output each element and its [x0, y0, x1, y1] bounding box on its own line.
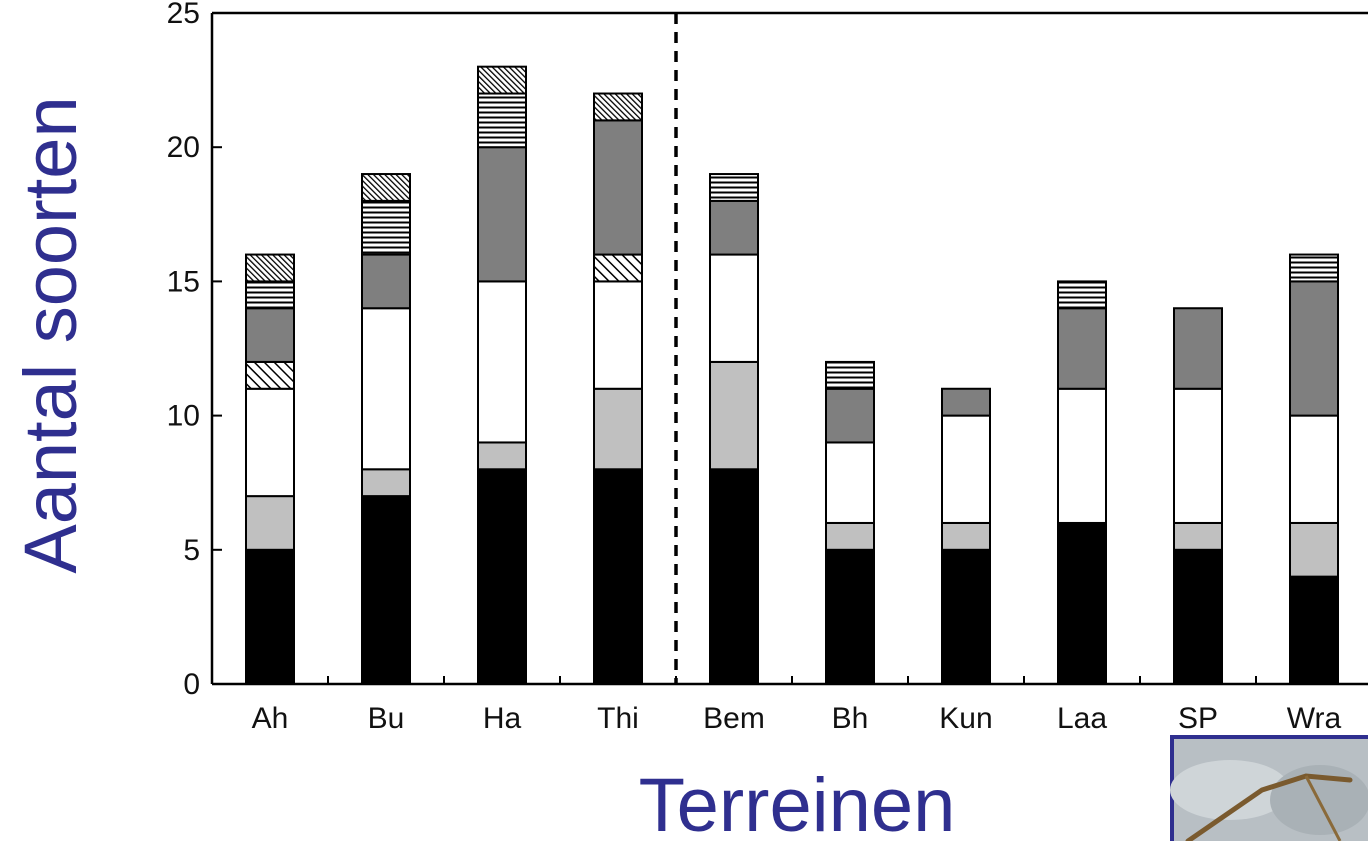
y-tick-label: 25 — [167, 0, 200, 30]
bar-segment — [1289, 280, 1339, 417]
bar-segment — [245, 495, 295, 551]
bar-segment — [477, 65, 527, 95]
bar-segment — [825, 441, 875, 524]
bar-segment — [361, 495, 411, 685]
x-tick-label: Bu — [368, 702, 405, 735]
bar-segment — [709, 468, 759, 685]
y-axis-tick-labels: 0 5 10 15 20 25 — [167, 0, 200, 701]
bar-segment — [361, 253, 411, 310]
y-tick-label: 15 — [167, 265, 200, 298]
bar-segment — [1173, 307, 1223, 390]
bar-segment — [825, 387, 875, 444]
bar-segment — [245, 307, 295, 363]
bar-segment — [709, 173, 759, 202]
y-axis-title: Aantal soorten — [9, 96, 92, 573]
bar-segment — [825, 548, 875, 685]
x-tick-label: Ah — [252, 702, 289, 735]
bar-segment — [477, 92, 527, 149]
bar-segment — [1289, 575, 1339, 686]
bar-segment — [477, 441, 527, 471]
bar-segment — [245, 360, 295, 390]
bar-segment — [361, 307, 411, 471]
bar-segment — [941, 548, 991, 685]
y-tick-label: 10 — [167, 400, 200, 433]
bar-segment — [941, 414, 991, 524]
bar-segment — [1173, 521, 1223, 551]
bar-segment — [1289, 521, 1339, 578]
x-tick-label: Bem — [703, 702, 765, 735]
insect-photo-thumbnail — [1170, 735, 1368, 841]
bar-segment — [245, 387, 295, 498]
bar-segment — [709, 360, 759, 471]
y-tick-label: 0 — [183, 668, 200, 701]
bar-segment — [941, 387, 991, 417]
bars — [245, 65, 1339, 686]
x-axis-tick-labels: Ah Bu Ha Thi Bem Bh Kun Laa SP Wra — [252, 702, 1342, 735]
bar-segment — [825, 360, 875, 390]
bar-segment — [1289, 253, 1339, 283]
bar-segment — [593, 92, 643, 122]
plot-frame — [210, 11, 1368, 686]
bar-segment — [1057, 307, 1107, 390]
bar-segment — [477, 468, 527, 685]
bar-segment — [477, 280, 527, 444]
x-tick-label: SP — [1178, 702, 1218, 735]
bar-segment — [1057, 280, 1107, 310]
y-tick-label: 5 — [183, 534, 200, 567]
y-axis-ticks — [212, 12, 222, 685]
bar-segment — [1057, 521, 1107, 686]
bar-segment — [709, 199, 759, 256]
x-axis-title: Terreinen — [639, 763, 956, 841]
bar-segment — [1173, 548, 1223, 685]
bar-segment — [709, 253, 759, 363]
bar-segment — [361, 173, 411, 202]
bar-segment — [477, 146, 527, 283]
bar-segment — [245, 253, 295, 283]
bar-segment — [1173, 387, 1223, 524]
y-tick-label: 20 — [167, 131, 200, 164]
x-tick-label: Thi — [597, 702, 639, 735]
x-tick-label: Kun — [939, 702, 992, 735]
bar-segment — [1057, 387, 1107, 524]
x-tick-label: Bh — [832, 702, 869, 735]
x-tick-label: Laa — [1057, 702, 1107, 735]
bar-segment — [245, 280, 295, 310]
x-tick-label: Ha — [483, 702, 522, 735]
bar-segment — [593, 253, 643, 283]
bar-segment — [593, 119, 643, 256]
bar-segment — [593, 468, 643, 685]
bar-segment — [941, 521, 991, 551]
bar-segment — [825, 521, 875, 551]
bar-segment — [593, 280, 643, 390]
bar-segment — [1289, 414, 1339, 524]
bar-segment — [361, 199, 411, 256]
bar-segment — [245, 548, 295, 685]
bar-segment — [593, 387, 643, 471]
bar-segment — [361, 468, 411, 498]
x-tick-label: Wra — [1287, 702, 1342, 735]
